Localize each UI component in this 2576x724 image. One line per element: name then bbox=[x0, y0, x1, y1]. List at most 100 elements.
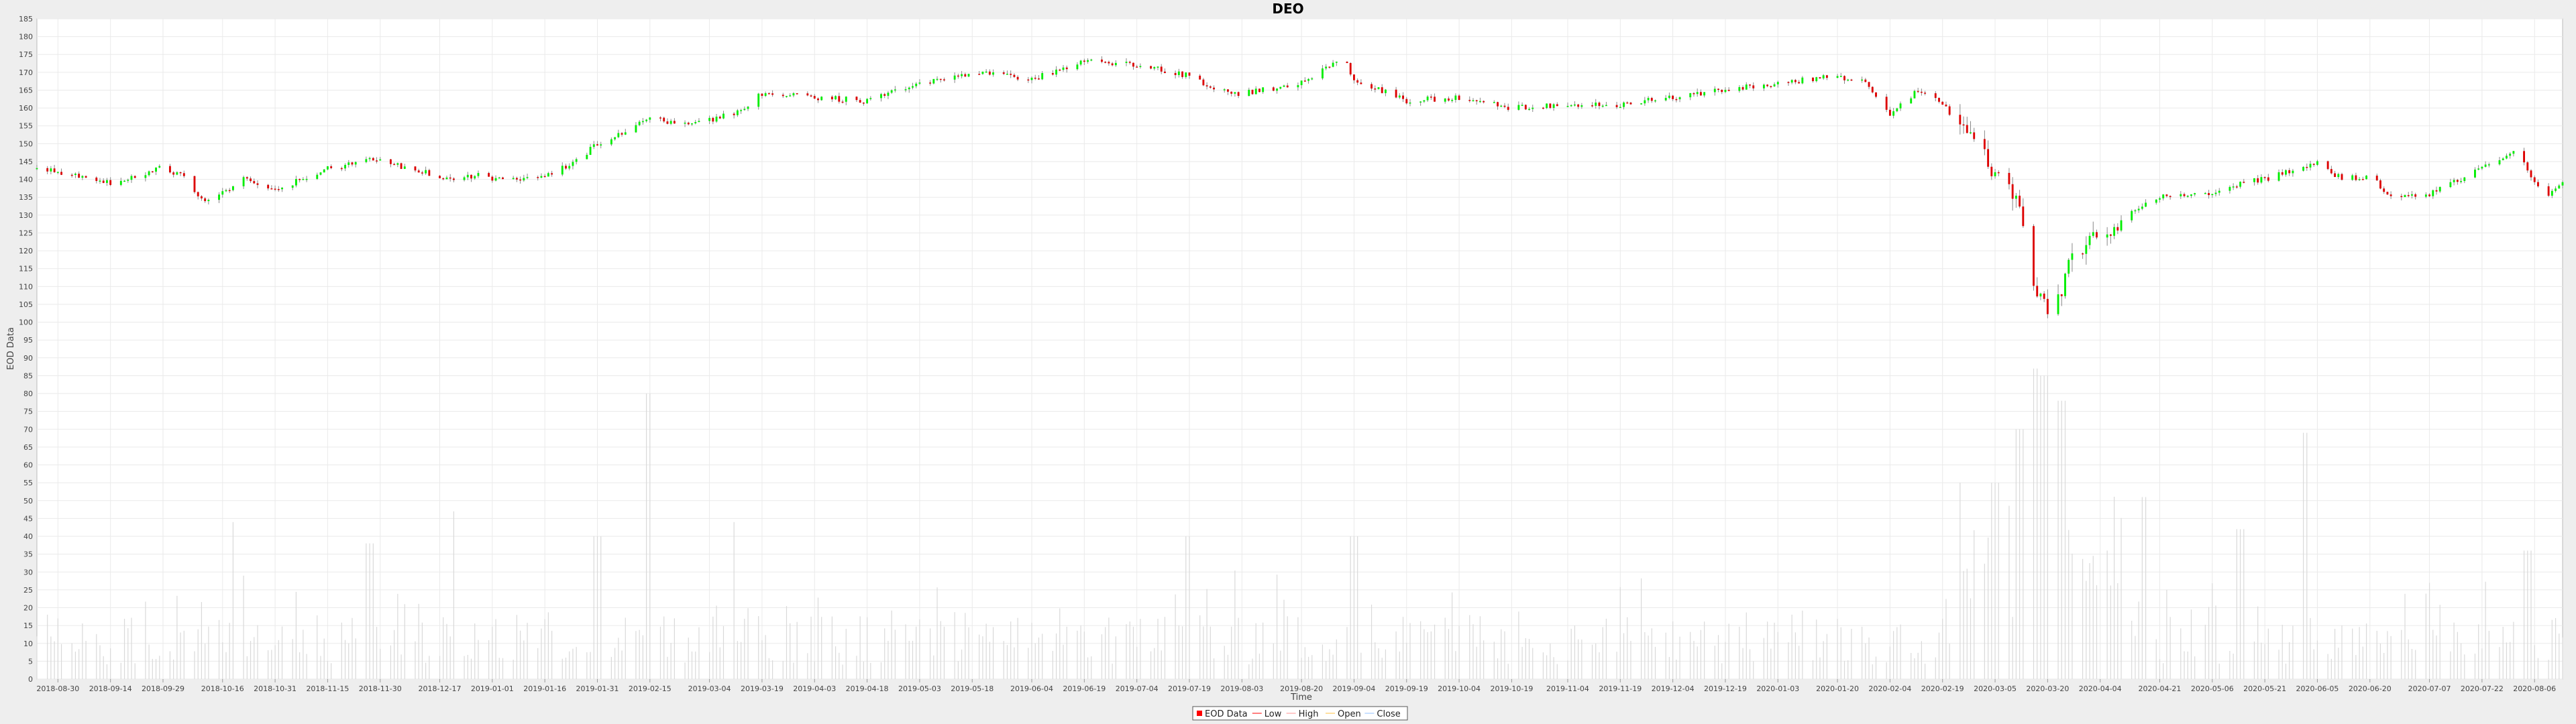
candle-up bbox=[281, 187, 283, 190]
x-tick-label: 2019-02-15 bbox=[629, 684, 672, 693]
candle-up bbox=[99, 180, 101, 182]
chart-title: DEO bbox=[1272, 1, 1303, 17]
candle-up bbox=[74, 174, 76, 175]
candle-down bbox=[621, 133, 623, 135]
candle-up bbox=[1279, 86, 1282, 89]
candle-up bbox=[225, 190, 227, 192]
candle-up bbox=[572, 162, 574, 166]
x-tick-label: 2018-09-14 bbox=[89, 684, 132, 693]
candle-up bbox=[1055, 69, 1058, 75]
candle-up bbox=[961, 74, 963, 76]
candle-up bbox=[1738, 87, 1741, 91]
candle-up bbox=[649, 117, 651, 120]
candle-down bbox=[2281, 172, 2284, 175]
candle-down bbox=[449, 177, 451, 179]
candle-up bbox=[708, 117, 711, 121]
candle-up bbox=[641, 121, 644, 123]
candle-up bbox=[1678, 97, 1681, 100]
candle-up bbox=[575, 159, 578, 162]
candle-down bbox=[102, 180, 105, 183]
candle-down bbox=[813, 96, 816, 99]
candle-up bbox=[1300, 80, 1303, 85]
candle-up bbox=[1223, 89, 1226, 90]
x-tick-label: 2019-12-04 bbox=[1652, 684, 1695, 693]
candle-down bbox=[372, 158, 374, 161]
candle-up bbox=[1570, 105, 1572, 107]
candle-down bbox=[1766, 84, 1769, 86]
y-tick-label: 100 bbox=[19, 318, 33, 327]
candle-up bbox=[967, 74, 970, 77]
candle-up bbox=[2141, 206, 2143, 209]
candle-down bbox=[1864, 79, 1867, 82]
candle-down bbox=[452, 178, 455, 180]
candle-down bbox=[978, 74, 981, 75]
candle-down bbox=[2096, 232, 2098, 238]
candle-down bbox=[1038, 78, 1040, 80]
candle-up bbox=[835, 96, 837, 100]
candle-down bbox=[1174, 72, 1177, 75]
candle-down bbox=[1556, 104, 1558, 107]
candle-up bbox=[1836, 76, 1839, 78]
candle-up bbox=[1896, 108, 1898, 111]
candle-down bbox=[2109, 234, 2112, 236]
candle-down bbox=[393, 164, 396, 166]
candle-up bbox=[2180, 194, 2182, 196]
candle-down bbox=[491, 176, 494, 181]
candle-up bbox=[81, 176, 84, 178]
candle-up bbox=[2071, 253, 2074, 260]
candle-up bbox=[242, 177, 245, 186]
y-tick-label: 140 bbox=[19, 176, 33, 184]
candle-up bbox=[2484, 164, 2487, 167]
candle-down bbox=[2526, 162, 2529, 171]
candle-up bbox=[396, 163, 399, 165]
candle-up bbox=[684, 122, 686, 124]
candle-down bbox=[761, 93, 763, 97]
x-tick-label: 2020-06-20 bbox=[2349, 684, 2392, 693]
candle-down bbox=[267, 184, 270, 189]
candle-down bbox=[929, 82, 932, 84]
candle-down bbox=[1303, 80, 1306, 82]
candle-down bbox=[1962, 124, 1965, 126]
y-tick-label: 185 bbox=[19, 15, 33, 23]
candle-up bbox=[1451, 100, 1454, 101]
candle-down bbox=[1002, 72, 1005, 74]
candle-up bbox=[218, 194, 220, 200]
candle-up bbox=[694, 121, 697, 124]
candle-down bbox=[2011, 184, 2014, 199]
y-tick-label: 110 bbox=[19, 282, 33, 291]
candle-up bbox=[302, 179, 305, 180]
candle-up bbox=[589, 147, 592, 155]
candle-up bbox=[1125, 62, 1128, 63]
candle-down bbox=[200, 196, 203, 198]
candle-down bbox=[1825, 75, 1828, 78]
candle-down bbox=[1507, 107, 1509, 110]
candle-up bbox=[1552, 104, 1555, 108]
candle-up bbox=[1601, 105, 1604, 107]
candle-up bbox=[1801, 77, 1804, 84]
candle-down bbox=[565, 166, 567, 169]
x-tick-label: 2018-09-29 bbox=[142, 684, 184, 693]
candle-down bbox=[782, 95, 784, 97]
candle-up bbox=[2145, 202, 2147, 207]
candle-up bbox=[127, 180, 129, 181]
candle-up bbox=[2068, 259, 2070, 274]
candle-down bbox=[151, 171, 154, 173]
candle-down bbox=[718, 117, 721, 119]
y-tick-label: 125 bbox=[19, 229, 33, 237]
candle-up bbox=[305, 178, 308, 180]
grid-layer bbox=[37, 18, 2563, 680]
candle-down bbox=[2407, 194, 2410, 196]
candle-down bbox=[70, 174, 73, 176]
candle-up bbox=[1815, 77, 1818, 82]
candle-down bbox=[193, 176, 196, 192]
candle-down bbox=[53, 168, 56, 172]
candle-down bbox=[1675, 99, 1678, 101]
candle-down bbox=[228, 190, 231, 192]
candle-up bbox=[1030, 77, 1033, 80]
candle-up bbox=[176, 172, 178, 175]
candle-up bbox=[512, 178, 515, 180]
y-tick-label: 35 bbox=[23, 550, 33, 559]
x-tick-label: 2020-07-22 bbox=[2461, 684, 2504, 693]
x-tick-label: 2020-03-05 bbox=[1974, 684, 2017, 693]
candle-up bbox=[2137, 208, 2140, 210]
